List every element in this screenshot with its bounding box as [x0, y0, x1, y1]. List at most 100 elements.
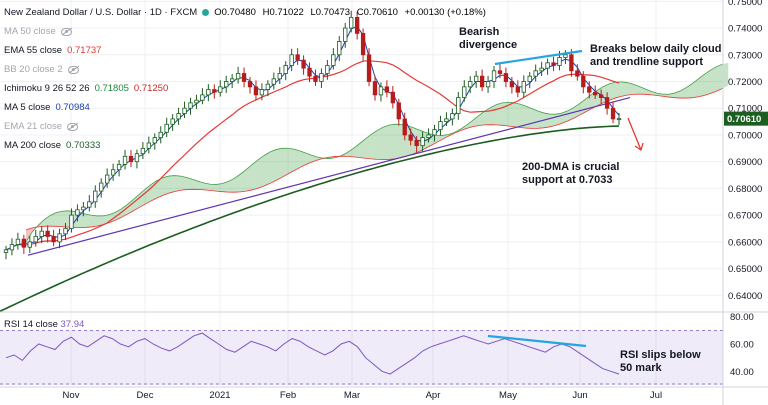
annotations: Bearish divergence Breaks below daily clou…	[459, 26, 721, 374]
indicator-row[interactable]: EMA 21 close	[4, 117, 490, 136]
cloud-segment	[264, 151, 271, 187]
candle	[307, 62, 312, 83]
candle	[360, 28, 366, 62]
time-tick-label: Feb	[280, 390, 296, 401]
cloud-segment	[508, 102, 515, 127]
cloud-segment	[436, 135, 443, 143]
candle-body	[581, 75, 586, 88]
indicator-row[interactable]: BB 20 close 2	[4, 60, 490, 79]
candle	[277, 67, 282, 84]
candle-body	[200, 94, 205, 101]
candle	[384, 80, 390, 98]
candle	[283, 61, 288, 81]
cloud-segment	[222, 181, 229, 193]
candles	[3, 10, 622, 260]
candle	[414, 135, 419, 153]
candle-body	[527, 75, 532, 82]
candle-body	[450, 113, 455, 120]
candle	[575, 64, 580, 81]
symbol-title: New Zealand Dollar / U.S. Dollar · 1D · …	[4, 7, 198, 18]
candle-body	[616, 118, 622, 121]
indicator-label: Ichimoku 9 26 52 26	[4, 83, 90, 94]
candle-body	[521, 81, 526, 93]
candle	[533, 64, 538, 82]
candle	[456, 92, 461, 120]
cloud-segment	[252, 159, 259, 190]
indicator-row[interactable]: MA 200 close 0.70333	[4, 136, 490, 155]
candle-body	[21, 238, 27, 248]
cloud-segment	[389, 124, 395, 160]
candle	[45, 225, 50, 243]
indicator-row[interactable]: EMA 55 close 0.71737	[4, 41, 490, 60]
candle	[146, 136, 152, 154]
cloud-segment	[650, 91, 657, 96]
candle	[515, 80, 520, 98]
candle	[259, 83, 265, 101]
candle	[426, 128, 431, 143]
cloud-segment	[692, 78, 699, 98]
divergence-line-price	[494, 49, 583, 66]
cloud-segment	[430, 134, 437, 146]
time-tick-label: Dec	[137, 390, 154, 401]
hidden-eye-icon[interactable]	[60, 27, 72, 36]
candle	[140, 142, 146, 160]
cloud-segment	[55, 211, 62, 227]
candle-body	[569, 54, 574, 72]
indicator-value: 0.71737	[67, 45, 102, 56]
price-tick-label: 0.74000	[728, 24, 762, 35]
indicator-row[interactable]: MA 50 close	[4, 22, 490, 41]
candle-body	[277, 73, 282, 80]
candle-body	[128, 155, 134, 163]
cloud-segment	[704, 70, 711, 96]
cloud-segment	[97, 215, 104, 226]
candle	[218, 80, 223, 97]
candle-body	[69, 214, 74, 229]
indicator-value: 0.70984	[55, 102, 90, 113]
cloud-segment	[168, 175, 175, 194]
candle	[337, 36, 342, 62]
candle-body	[229, 78, 235, 82]
cloud-segment	[150, 180, 157, 201]
candle-body	[479, 75, 485, 88]
cloud-segment	[621, 81, 628, 97]
hidden-eye-icon[interactable]	[67, 122, 79, 131]
price-tick-label: 0.73000	[728, 50, 762, 61]
candle-body	[33, 236, 38, 243]
indicator-row[interactable]: MA 5 close 0.70984	[4, 98, 490, 117]
indicator-row[interactable]: Ichimoku 9 26 52 26 0.71805 0.71250	[4, 79, 490, 98]
candle	[247, 77, 253, 94]
cloud-segment	[531, 108, 538, 129]
candle-body	[271, 78, 276, 85]
price-tick-label: 0.64000	[728, 291, 762, 302]
rsi-line	[5, 332, 620, 375]
candle	[253, 80, 259, 100]
candle	[188, 97, 193, 115]
candle	[81, 201, 86, 217]
candle	[539, 61, 544, 77]
candle-body	[265, 83, 271, 90]
candle	[212, 84, 217, 99]
symbol-row: New Zealand Dollar / U.S. Dollar · 1D · …	[4, 3, 490, 22]
candle-body	[390, 91, 396, 104]
candle	[354, 11, 360, 40]
candle-body	[39, 230, 44, 237]
candle-body	[3, 249, 9, 253]
candle	[396, 98, 401, 126]
candle-body	[99, 182, 104, 192]
indicator-value: 0.71805	[94, 83, 129, 94]
cloud-segment	[180, 176, 187, 191]
candle	[69, 208, 74, 233]
cloud-segment	[579, 99, 586, 116]
candle-body	[188, 102, 193, 109]
hidden-eye-icon[interactable]	[67, 65, 79, 74]
candle-body	[194, 99, 199, 104]
candle-body	[438, 121, 443, 131]
cloud-segment	[234, 174, 241, 193]
candle	[27, 235, 32, 253]
rsi-tick-label: 60.00	[730, 340, 754, 351]
candle-body	[319, 73, 324, 82]
cloud-segment	[121, 204, 128, 218]
cloud-segment	[246, 164, 253, 192]
candle-body	[515, 86, 520, 93]
candle	[265, 80, 271, 97]
